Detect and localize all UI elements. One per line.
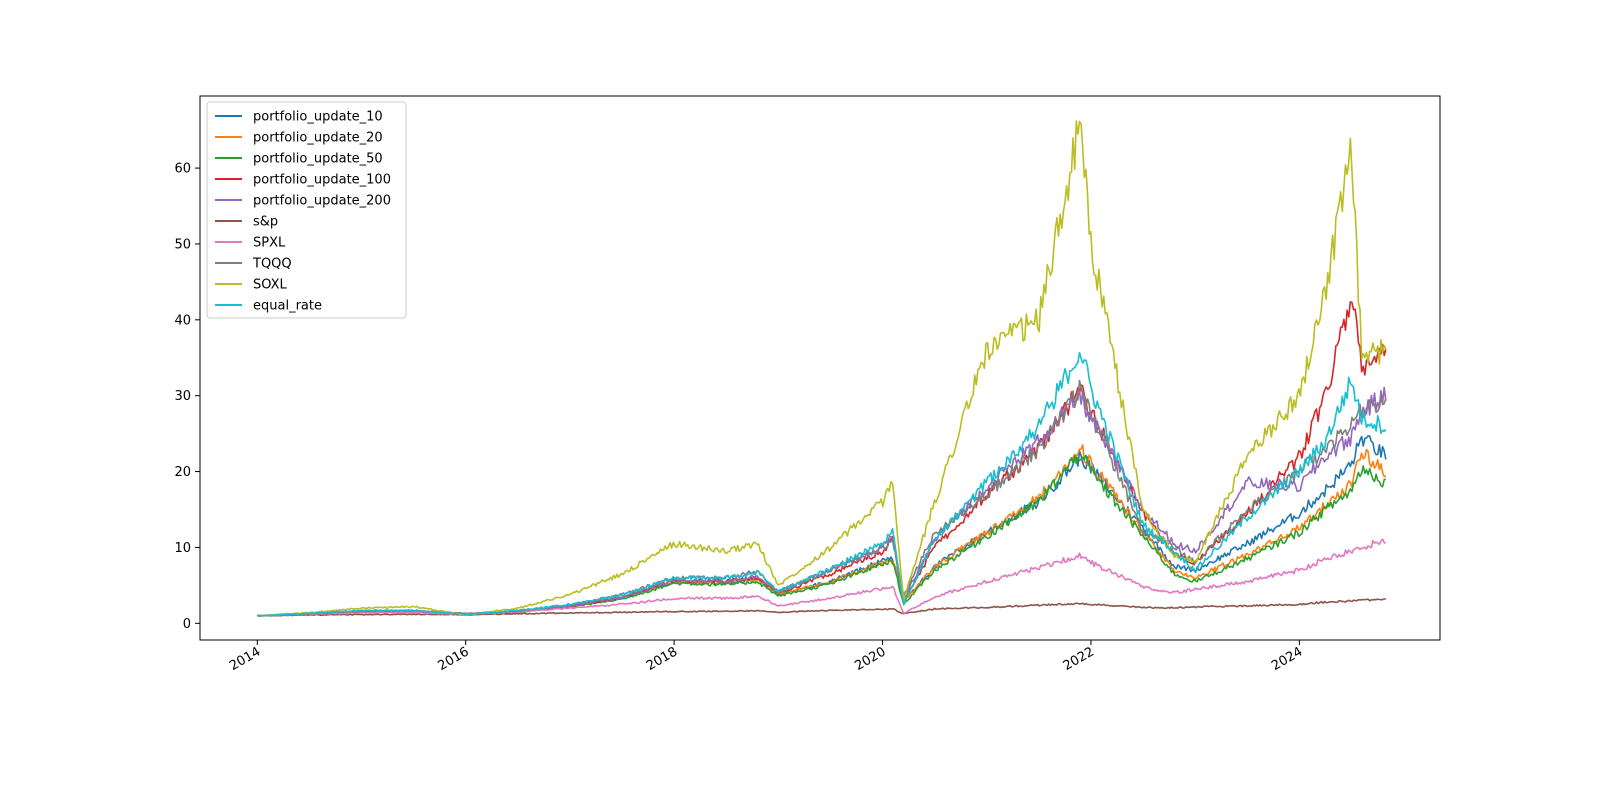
series-line-s&p <box>257 598 1386 617</box>
legend: portfolio_update_10 portfolio_update_20po… <box>206 101 407 319</box>
y-tick-label: 30 <box>174 389 191 404</box>
series-line-equal_rate <box>257 351 1387 617</box>
legend-label: portfolio_update_200 <box>253 194 391 209</box>
series-line-SOXL <box>257 120 1387 617</box>
series-line-SPXL <box>257 538 1386 617</box>
y-tick-label: 20 <box>174 465 191 480</box>
legend-label: portfolio_update_50 <box>253 152 383 167</box>
legend-label: s&p <box>253 215 278 230</box>
legend-label: equal_rate <box>253 299 322 314</box>
legend-label: portfolio_update_20 <box>253 131 383 146</box>
legend-label: portfolio_update_10 <box>253 110 383 125</box>
series-layer <box>257 120 1387 617</box>
legend-label: TQQQ <box>252 257 292 272</box>
y-tick-label: 50 <box>174 237 191 252</box>
y-tick-label: 10 <box>174 541 191 556</box>
legend-label: portfolio_update_100 <box>253 173 391 188</box>
legend-label: SOXL <box>253 278 288 293</box>
plot-frame <box>199 95 1441 641</box>
y-tick-label: 0 <box>183 617 191 632</box>
legend-box <box>206 101 407 319</box>
legend-label: SPXL <box>253 236 286 251</box>
y-tick-label: 40 <box>174 313 191 328</box>
y-tick-label: 60 <box>174 162 191 177</box>
